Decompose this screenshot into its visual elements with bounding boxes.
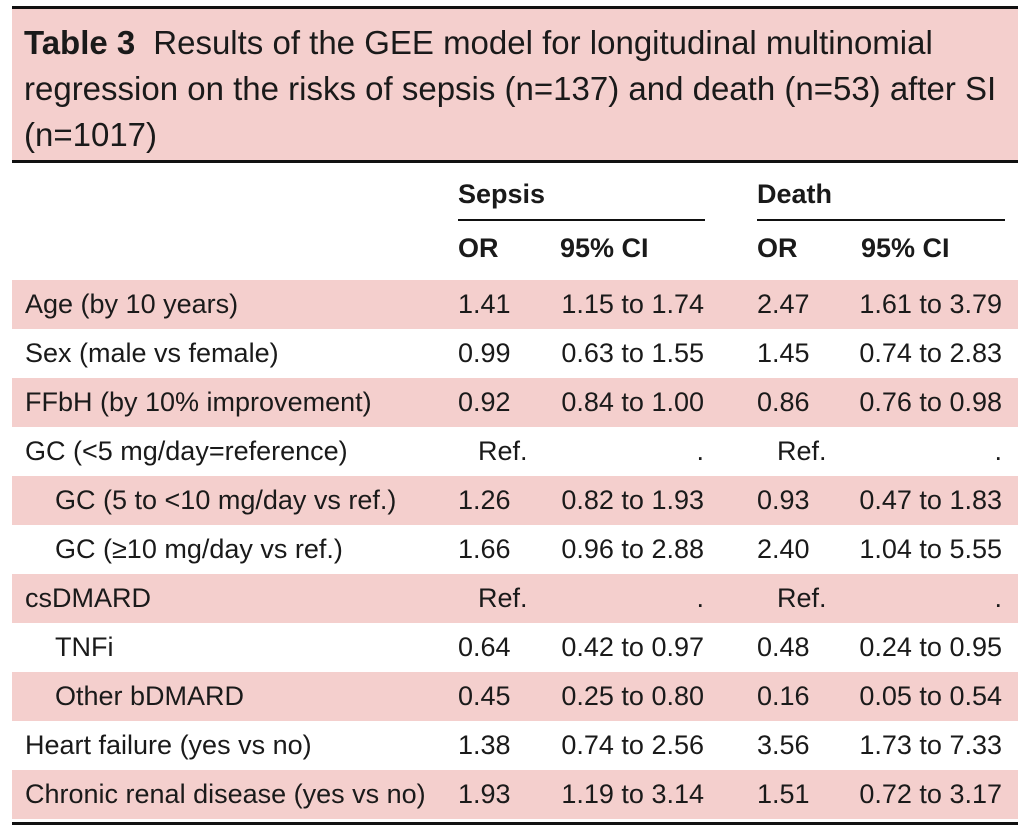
row-label: csDMARD: [25, 583, 151, 613]
sepsis-or: Ref.: [478, 583, 528, 613]
row-label: Age (by 10 years): [25, 289, 239, 319]
sepsis-ci: 1.15 to 1.74: [561, 289, 704, 319]
header-sepsis: Sepsis: [458, 179, 546, 209]
table-label: Table 3: [24, 24, 136, 61]
header-death: Death: [757, 179, 833, 209]
table-row: Chronic renal disease (yes vs no) 1.93 1…: [12, 770, 1018, 819]
table-row: csDMARD Ref. . Ref. .: [12, 574, 1018, 623]
death-ci: 0.72 to 3.17: [859, 779, 1002, 809]
row-label: FFbH (by 10% improvement): [25, 387, 372, 417]
table-row: Heart failure (yes vs no) 1.38 0.74 to 2…: [12, 721, 1018, 770]
header-or-sepsis: OR: [458, 233, 499, 263]
header-ci-sepsis: 95% CI: [560, 233, 649, 263]
death-ci: 0.76 to 0.98: [859, 387, 1002, 417]
table-row: Sex (male vs female) 0.99 0.63 to 1.55 1…: [12, 329, 1018, 378]
death-ci: .: [994, 583, 1002, 613]
sepsis-ci: 0.74 to 2.56: [561, 730, 704, 760]
caption-rule: [12, 160, 1018, 163]
death-or: Ref.: [777, 583, 827, 613]
death-or: 2.40: [757, 534, 810, 564]
sepsis-ci: 0.84 to 1.00: [561, 387, 704, 417]
death-or: 0.93: [757, 485, 810, 515]
death-ci: 0.74 to 2.83: [859, 338, 1002, 368]
sepsis-or: 0.64: [458, 632, 511, 662]
death-or: 1.51: [757, 779, 810, 809]
row-label: GC (<5 mg/day=reference): [25, 436, 348, 466]
death-or: 2.47: [757, 289, 810, 319]
sepsis-ci: 0.96 to 2.88: [561, 534, 704, 564]
death-or: 0.16: [757, 681, 810, 711]
sepsis-ci: 0.82 to 1.93: [561, 485, 704, 515]
header-ci-death: 95% CI: [861, 233, 950, 263]
sepsis-ci: .: [696, 436, 704, 466]
sepsis-ci: .: [696, 583, 704, 613]
sepsis-or: 1.66: [458, 534, 511, 564]
row-label: TNFi: [55, 632, 114, 662]
row-label: Other bDMARD: [55, 681, 245, 711]
death-ci: 1.04 to 5.55: [859, 534, 1002, 564]
sepsis-or: 1.38: [458, 730, 511, 760]
sepsis-or: 1.41: [458, 289, 511, 319]
death-ci: 1.73 to 7.33: [859, 730, 1002, 760]
death-or: 0.48: [757, 632, 810, 662]
row-label: GC (5 to <10 mg/day vs ref.): [55, 485, 397, 515]
table-title: Results of the GEE model for longitudina…: [24, 24, 997, 153]
sepsis-ci: 0.42 to 0.97: [561, 632, 704, 662]
death-or: 0.86: [757, 387, 810, 417]
sepsis-or: 1.93: [458, 779, 511, 809]
table-row: GC (5 to <10 mg/day vs ref.) 1.26 0.82 t…: [12, 476, 1018, 525]
row-label: Chronic renal disease (yes vs no): [25, 779, 426, 809]
sepsis-group-rule: [458, 219, 705, 221]
death-ci: 0.24 to 0.95: [859, 632, 1002, 662]
sepsis-ci: 0.25 to 0.80: [561, 681, 704, 711]
sepsis-or: 0.99: [458, 338, 511, 368]
header-or-death: OR: [757, 233, 798, 263]
table-row: Age (by 10 years) 1.41 1.15 to 1.74 2.47…: [12, 280, 1018, 329]
death-or: 1.45: [757, 338, 810, 368]
row-label: Sex (male vs female): [25, 338, 279, 368]
sepsis-ci: 0.63 to 1.55: [561, 338, 704, 368]
death-group-rule: [757, 219, 1005, 221]
table-caption: Table 3 Results of the GEE model for long…: [12, 9, 1018, 160]
sepsis-ci: 1.19 to 3.14: [561, 779, 704, 809]
death-ci: 1.61 to 3.79: [859, 289, 1002, 319]
table-top-rule: [12, 6, 1018, 9]
sepsis-or: 0.45: [458, 681, 511, 711]
row-label: GC (≥10 mg/day vs ref.): [55, 534, 343, 564]
table-row: FFbH (by 10% improvement) 0.92 0.84 to 1…: [12, 378, 1018, 427]
sepsis-or: Ref.: [478, 436, 528, 466]
row-label: Heart failure (yes vs no): [25, 730, 312, 760]
death-ci: 0.47 to 1.83: [859, 485, 1002, 515]
table-row: Other bDMARD 0.45 0.25 to 0.80 0.16 0.05…: [12, 672, 1018, 721]
death-or: 3.56: [757, 730, 810, 760]
table-row: TNFi 0.64 0.42 to 0.97 0.48 0.24 to 0.95: [12, 623, 1018, 672]
death-ci: 0.05 to 0.54: [859, 681, 1002, 711]
table-row: GC (≥10 mg/day vs ref.) 1.66 0.96 to 2.8…: [12, 525, 1018, 574]
table-bottom-rule: [12, 822, 1018, 825]
sepsis-or: 1.26: [458, 485, 511, 515]
table-row: GC (<5 mg/day=reference) Ref. . Ref. .: [12, 427, 1018, 476]
death-or: Ref.: [777, 436, 827, 466]
death-ci: .: [994, 436, 1002, 466]
sepsis-or: 0.92: [458, 387, 511, 417]
